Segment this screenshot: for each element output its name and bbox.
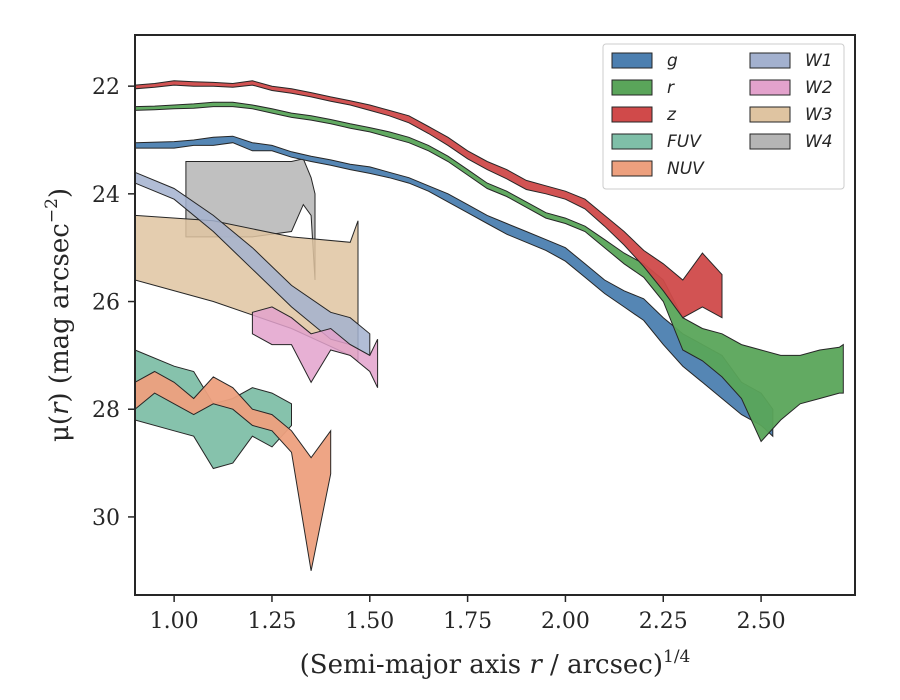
legend-swatch-g	[611, 52, 653, 69]
x-axis-label-suffix: / arcsec)	[542, 650, 663, 680]
x-tick-label: 2.25	[639, 609, 688, 634]
series-band-g	[134, 135, 774, 438]
x-tick-label: 1.00	[150, 609, 199, 634]
y-axis: 22 24 26 28 30	[92, 75, 135, 531]
x-tick-label: 1.50	[345, 609, 394, 634]
legend-label-w2: W2	[805, 78, 833, 98]
legend-label-z: z	[666, 105, 677, 125]
legend-label-w1: W1	[805, 51, 833, 71]
legend-label-r: r	[667, 78, 675, 98]
y-axis-label-prefix: μ(	[45, 415, 75, 442]
x-tick-label: 2.50	[737, 609, 786, 634]
legend-label-w4: W4	[805, 132, 833, 152]
y-tick-label: 22	[92, 75, 120, 100]
y-tick-label: 28	[92, 398, 120, 423]
x-axis-label-prefix: (Semi-major axis	[300, 650, 530, 680]
y-tick-label: 30	[92, 506, 120, 531]
x-axis-label-var: r	[529, 650, 543, 680]
y-axis-label-exponent: −2	[42, 198, 62, 223]
x-axis: 1.00 1.25 1.50 1.75 2.00 2.25 2.50	[150, 595, 786, 634]
series-band-z	[134, 80, 723, 319]
legend-swatch-fuv	[611, 133, 653, 150]
plot-frame	[134, 34, 856, 596]
x-axis-label-exponent: 1/4	[663, 647, 690, 667]
legend-swatch-z	[611, 106, 653, 123]
y-tick-label: 24	[92, 183, 120, 208]
y-axis-label-mid: ) (mag arcsec	[45, 223, 75, 402]
x-tick-label: 1.25	[247, 609, 296, 634]
y-tick-label: 26	[92, 291, 120, 316]
legend-swatch-w3	[749, 106, 791, 123]
legend: grz FUV NUV W1 W2 W3 W4	[602, 43, 845, 190]
data-bands	[134, 80, 844, 571]
y-axis-label: μ(r) (mag arcsec−2)	[42, 188, 75, 442]
y-axis-label-suffix: )	[45, 188, 75, 198]
legend-swatch-r	[611, 79, 653, 96]
series-band-w2	[251, 306, 379, 388]
legend-swatch-w2	[749, 79, 791, 96]
x-tick-label: 1.75	[443, 609, 492, 634]
x-tick-label: 2.00	[541, 609, 590, 634]
legend-swatch-w4	[749, 133, 791, 150]
legend-label-g: g	[667, 51, 678, 71]
x-axis-label: (Semi-major axis r / arcsec)1/4	[300, 647, 691, 680]
y-axis-label-var: r	[45, 401, 75, 415]
legend-label-w3: W3	[805, 105, 833, 125]
series-band-r	[134, 101, 844, 443]
series-band-nuv	[134, 370, 332, 571]
legend-swatch-nuv	[611, 160, 653, 177]
legend-swatch-w1	[749, 52, 791, 69]
legend-label-fuv: FUV	[667, 132, 702, 152]
legend-label-nuv: NUV	[667, 159, 705, 179]
